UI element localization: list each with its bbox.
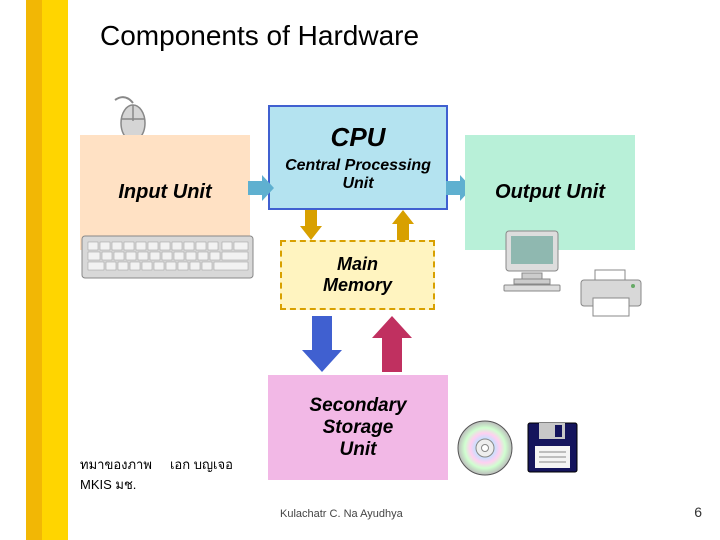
sidebar-stripe-2 [26,0,42,540]
arrow-input-to-cpu [248,175,274,201]
storage-line2: Storage [323,417,394,439]
arrow-storage-to-memory [372,316,412,372]
image-credit-line2: MKIS มช. [80,474,136,495]
sidebar-stripe-1 [0,0,26,540]
input-unit-label: Input Unit [118,181,211,204]
footer-author: Kulachatr C. Na Ayudhya [280,508,403,520]
credit-name: เอก บญเจอ [170,457,233,472]
sidebar-stripe-3 [42,0,68,540]
storage-line3: Unit [340,439,377,461]
main-memory-box: Main Memory [280,240,435,310]
left-sidebar [0,0,68,540]
cd-icon [455,418,515,478]
secondary-storage-box: Secondary Storage Unit [268,375,448,480]
printer-icon [575,268,650,323]
image-credit-line1: ทมาของภาพ เอก บญเจอ [80,454,233,475]
slide-number: 6 [694,504,702,520]
arrow-memory-to-storage [302,316,342,372]
memory-line1: Main [337,254,378,275]
arrow-cpu-down [300,210,322,240]
output-unit-label: Output Unit [495,181,605,204]
keyboard-icon [80,228,255,283]
cpu-title: CPU [331,122,386,153]
cpu-subtitle: Central Processing Unit [270,157,446,192]
cpu-box: CPU Central Processing Unit [268,105,448,210]
floppy-icon [525,420,580,475]
arrow-memory-up [392,210,414,240]
slide-title: Components of Hardware [100,20,419,52]
credit-label: ทมาของภาพ [80,457,152,472]
monitor-icon [500,225,570,295]
storage-line1: Secondary [309,395,406,417]
memory-line2: Memory [323,275,392,296]
